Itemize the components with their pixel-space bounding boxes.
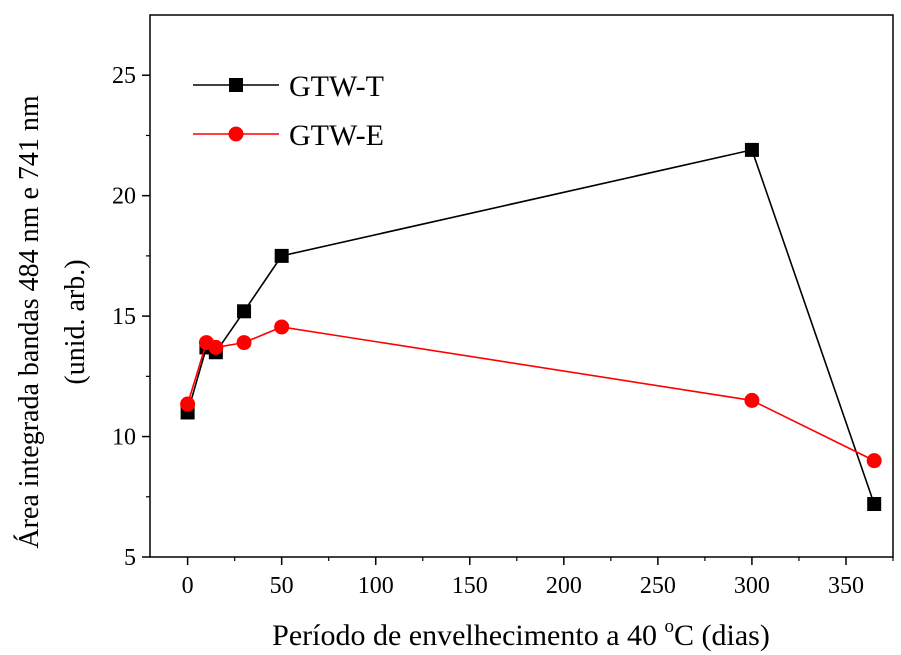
legend-item: GTW-T <box>193 70 384 103</box>
y-axis-label-line2: (unid. arb.) <box>60 259 91 384</box>
data-point-square <box>274 248 289 263</box>
data-point-square <box>237 304 252 319</box>
plot-frame <box>149 14 894 558</box>
y-axis-label-line1: Área integrada bandas 484 nm e 741 nm <box>14 95 45 549</box>
legend: GTW-T GTW-E <box>193 70 384 152</box>
x-axis-label-main: Período de envelhecimento a 40 <box>272 619 664 652</box>
data-point-square <box>867 497 882 512</box>
data-point-square <box>744 142 759 157</box>
data-point-circle <box>180 396 196 412</box>
data-point-circle <box>228 126 244 142</box>
y-tick-label: 15 <box>112 304 136 330</box>
x-tick-label: 250 <box>640 573 676 599</box>
x-tick-label: 50 <box>270 573 294 599</box>
x-tick-label: 200 <box>546 573 582 599</box>
data-point-circle <box>744 392 760 408</box>
y-axis-label: Área integrada bandas 484 nm e 741 nm (u… <box>14 95 91 549</box>
y-axis: 5 10 15 20 25 <box>112 63 150 571</box>
data-point-circle <box>866 453 882 469</box>
x-tick-label: 0 <box>182 573 194 599</box>
x-axis-label-superscript: o <box>665 616 675 637</box>
data-point-circle <box>208 339 224 355</box>
legend-item: GTW-E <box>193 119 384 152</box>
series-line <box>186 326 875 462</box>
data-point-square <box>229 78 243 92</box>
plot-area <box>149 14 894 558</box>
x-tick-label: 300 <box>734 573 770 599</box>
data-point-circle <box>274 319 290 335</box>
x-axis: 0 50 100 150 200 250 300 350 <box>182 557 894 599</box>
y-tick-label: 10 <box>112 425 136 451</box>
x-axis-label-tail: C (dias) <box>674 619 770 652</box>
y-tick-label: 20 <box>112 184 136 210</box>
x-tick-label: 100 <box>358 573 394 599</box>
legend-label: GTW-T <box>289 70 384 103</box>
data-point-circle <box>236 335 252 351</box>
series-gtw-e <box>180 319 882 469</box>
legend-label: GTW-E <box>289 119 384 152</box>
y-tick-label: 25 <box>112 63 136 89</box>
x-tick-label: 150 <box>452 573 488 599</box>
y-tick-label: 5 <box>124 545 136 571</box>
x-tick-label: 350 <box>828 573 864 599</box>
x-axis-label: Período de envelhecimento a 40 oC (dias) <box>272 616 770 652</box>
series-layer <box>180 142 882 512</box>
series-line <box>186 148 875 505</box>
